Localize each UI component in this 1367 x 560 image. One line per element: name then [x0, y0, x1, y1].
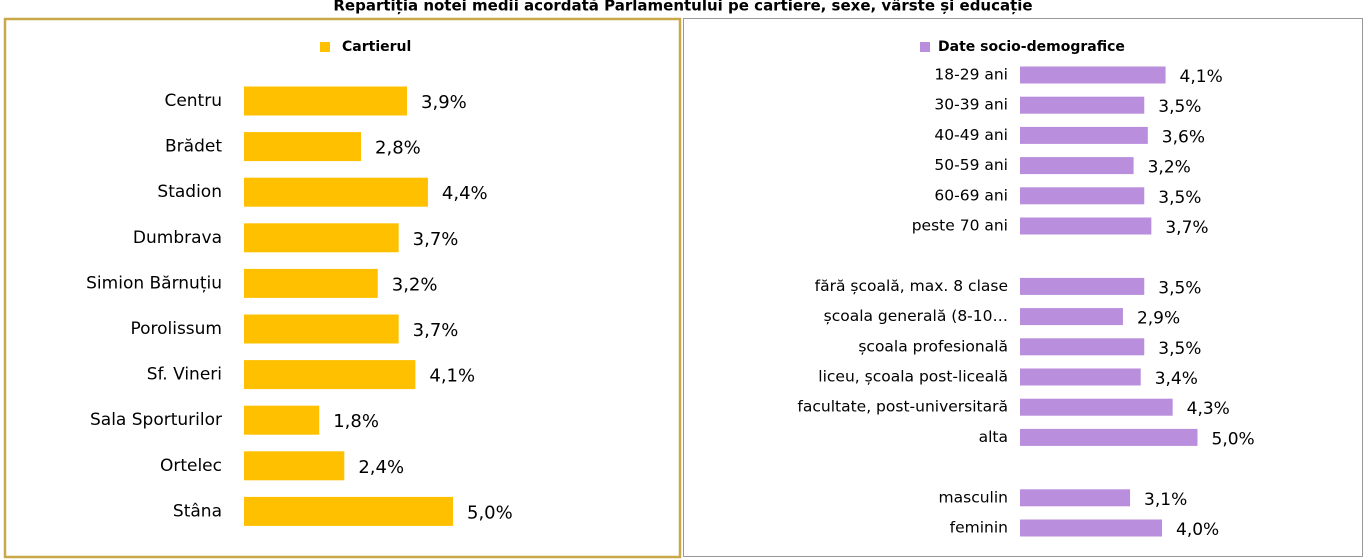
value-label: 1,8%	[333, 411, 379, 432]
value-label: 3,7%	[1165, 218, 1208, 238]
category-label: Sala Sporturilor	[90, 410, 222, 430]
value-label: 4,1%	[1180, 67, 1223, 87]
category-label: școala profesională	[858, 337, 1008, 355]
bar	[1020, 308, 1123, 326]
category-label: 60-69 ani	[934, 186, 1008, 204]
legend-swatch	[320, 42, 330, 52]
value-label: 5,0%	[467, 502, 513, 523]
category-label: fără școală, max. 8 clase	[815, 277, 1008, 295]
category-label: Brădet	[165, 137, 222, 157]
category-label: liceu, școala post-liceală	[818, 368, 1008, 386]
value-label: 4,4%	[442, 183, 488, 204]
category-label: Ortelec	[160, 456, 222, 476]
value-label: 2,4%	[358, 457, 404, 478]
value-label: 3,5%	[1158, 97, 1201, 117]
value-label: 4,3%	[1187, 399, 1230, 419]
bar	[1020, 398, 1173, 416]
bar	[244, 360, 416, 390]
value-label: 3,5%	[1158, 278, 1201, 298]
bar	[244, 132, 362, 162]
value-label: 3,7%	[413, 229, 459, 250]
value-label: 5,0%	[1212, 429, 1255, 449]
value-label: 3,5%	[1158, 188, 1201, 208]
category-label: Simion Bărnuțiu	[86, 273, 222, 293]
bar	[1020, 66, 1166, 84]
category-label: facultate, post-universitară	[797, 398, 1008, 416]
value-label: 3,2%	[1148, 158, 1191, 178]
bar	[1020, 489, 1131, 507]
title: Repartiția notei medii acordată Parlamen…	[333, 0, 1032, 15]
value-label: 2,9%	[1137, 309, 1180, 329]
category-label: 30-39 ani	[934, 96, 1008, 114]
category-label: Porolissum	[130, 319, 222, 339]
right-panel	[683, 18, 1363, 557]
bar	[1020, 338, 1145, 356]
category-label: peste 70 ani	[912, 217, 1008, 235]
legend-swatch	[920, 42, 930, 52]
bar	[244, 86, 408, 116]
bar	[1020, 519, 1162, 537]
category-label: masculin	[939, 488, 1008, 506]
bar	[1020, 428, 1198, 446]
category-label: 50-59 ani	[934, 156, 1008, 174]
category-label: Centru	[164, 91, 222, 111]
legend-label: Cartierul	[342, 39, 411, 55]
bar	[244, 496, 453, 526]
category-label: alta	[979, 428, 1008, 446]
category-label: 18-29 ani	[934, 66, 1008, 84]
value-label: 3,4%	[1155, 369, 1198, 389]
value-label: 4,1%	[429, 366, 475, 387]
category-label: Stâna	[173, 501, 222, 521]
category-label: Stadion	[157, 182, 222, 202]
value-label: 3,5%	[1158, 339, 1201, 359]
bar	[244, 451, 345, 481]
bar	[1020, 187, 1145, 205]
bar	[1020, 368, 1141, 386]
value-label: 3,6%	[1162, 127, 1205, 147]
bar	[1020, 96, 1145, 114]
value-label: 3,7%	[413, 320, 459, 341]
value-label: 3,2%	[392, 274, 438, 295]
bar	[244, 268, 378, 298]
bar	[244, 405, 320, 435]
category-label: feminin	[950, 519, 1008, 537]
category-label: Sf. Vineri	[147, 365, 222, 385]
bar	[244, 314, 399, 344]
bar	[244, 177, 428, 207]
bar	[1020, 217, 1152, 235]
value-label: 2,8%	[375, 138, 421, 159]
bar	[244, 223, 399, 253]
bar	[1020, 277, 1145, 295]
value-label: 3,1%	[1144, 490, 1187, 510]
bar	[1020, 157, 1134, 175]
value-label: 3,9%	[421, 92, 467, 113]
category-label: Dumbrava	[133, 228, 222, 248]
value-label: 4,0%	[1176, 520, 1219, 540]
left-panel	[3, 17, 682, 559]
category-label: 40-49 ani	[934, 126, 1008, 144]
category-label: școala generală (8-10…	[824, 307, 1008, 325]
legend-label: Date socio-demografice	[938, 39, 1125, 55]
bar	[1020, 126, 1148, 144]
